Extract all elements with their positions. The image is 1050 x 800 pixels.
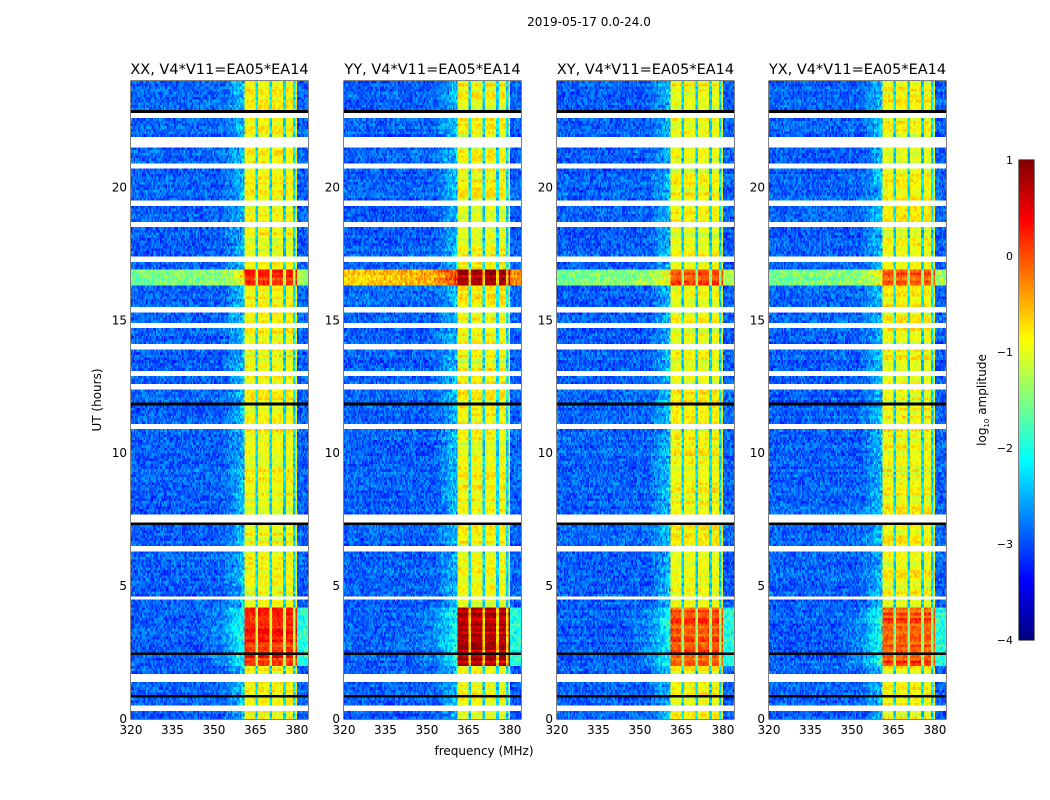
colorbar-tick-label: −2 — [997, 442, 1013, 455]
x-tick-label: 365 — [457, 723, 480, 737]
y-tick-label: 15 — [325, 313, 340, 327]
colorbar-tick-label: 0 — [1006, 250, 1013, 263]
y-tick-label: 15 — [538, 313, 553, 327]
colorbar-label: log10 amplitude — [975, 354, 991, 446]
heatmap-panel-4 — [769, 81, 946, 719]
y-tick-label: 10 — [750, 446, 765, 460]
colorbar-tick-label: −3 — [997, 538, 1013, 551]
y-tick-label: 10 — [538, 446, 553, 460]
y-axis-label: UT (hours) — [90, 368, 104, 431]
x-tick-label: 335 — [587, 723, 610, 737]
x-tick-label: 320 — [120, 723, 143, 737]
heatmap-panel-3 — [557, 81, 734, 719]
x-tick-label: 380 — [498, 723, 521, 737]
x-tick-label: 350 — [629, 723, 652, 737]
x-tick-label: 380 — [711, 723, 734, 737]
y-tick-label: 5 — [757, 579, 765, 593]
x-tick-label: 350 — [841, 723, 864, 737]
heatmap-panel-2 — [344, 81, 521, 719]
panel-title-4: YX, V4*V11=EA05*EA14 — [768, 62, 946, 78]
y-tick-label: 20 — [538, 180, 553, 194]
y-tick-label: 15 — [112, 313, 127, 327]
y-tick-label: 0 — [332, 712, 340, 726]
x-tick-label: 335 — [374, 723, 397, 737]
colorbar-tick-label: −1 — [997, 346, 1013, 359]
x-tick-label: 335 — [799, 723, 822, 737]
colorbar-tick-label: 1 — [1006, 154, 1013, 167]
colorbar — [1019, 160, 1034, 640]
x-tick-label: 350 — [203, 723, 226, 737]
y-tick-label: 10 — [325, 446, 340, 460]
y-tick-label: 10 — [112, 446, 127, 460]
x-tick-label: 365 — [244, 723, 267, 737]
x-tick-label: 335 — [161, 723, 184, 737]
x-tick-label: 350 — [416, 723, 439, 737]
panel-title-1: XX, V4*V11=EA05*EA14 — [130, 62, 308, 78]
x-tick-label: 380 — [923, 723, 946, 737]
y-tick-label: 0 — [545, 712, 553, 726]
x-axis-label: frequency (MHz) — [434, 744, 533, 758]
panel-title-3: XY, V4*V11=EA05*EA14 — [557, 62, 734, 78]
heatmap-panel-1 — [131, 81, 308, 719]
y-tick-label: 20 — [325, 180, 340, 194]
x-tick-label: 320 — [546, 723, 569, 737]
y-tick-label: 0 — [757, 712, 765, 726]
x-tick-label: 365 — [670, 723, 693, 737]
colorbar-tick-label: −4 — [997, 634, 1013, 647]
y-tick-label: 5 — [545, 579, 553, 593]
panel-title-2: YY, V4*V11=EA05*EA14 — [343, 62, 520, 78]
x-tick-label: 380 — [285, 723, 308, 737]
y-tick-label: 20 — [750, 180, 765, 194]
x-tick-label: 320 — [333, 723, 356, 737]
figure-suptitle: 2019-05-17 0.0-24.0 — [527, 15, 651, 29]
y-tick-label: 15 — [750, 313, 765, 327]
y-tick-label: 0 — [119, 712, 127, 726]
y-tick-label: 5 — [119, 579, 127, 593]
y-tick-label: 20 — [112, 180, 127, 194]
x-tick-label: 365 — [882, 723, 905, 737]
x-tick-label: 320 — [758, 723, 781, 737]
y-tick-label: 5 — [332, 579, 340, 593]
